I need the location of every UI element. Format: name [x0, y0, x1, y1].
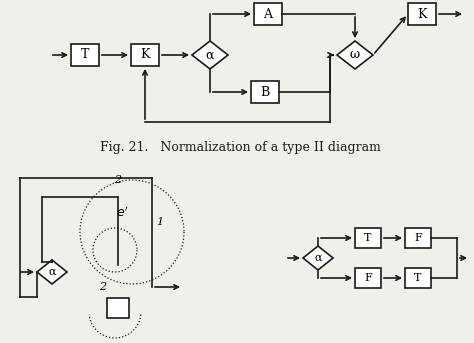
Text: B: B	[260, 85, 270, 98]
Text: K: K	[140, 48, 150, 61]
FancyBboxPatch shape	[254, 3, 282, 25]
FancyBboxPatch shape	[405, 268, 431, 288]
Polygon shape	[337, 41, 373, 69]
Text: F: F	[414, 233, 422, 243]
Text: α: α	[314, 253, 322, 263]
Polygon shape	[192, 41, 228, 69]
Polygon shape	[303, 246, 333, 270]
Text: K: K	[417, 8, 427, 21]
Text: 2: 2	[100, 282, 107, 292]
Text: T: T	[414, 273, 422, 283]
FancyBboxPatch shape	[408, 3, 436, 25]
Text: A: A	[264, 8, 273, 21]
FancyBboxPatch shape	[71, 44, 99, 66]
Text: T: T	[365, 233, 372, 243]
FancyBboxPatch shape	[405, 228, 431, 248]
FancyBboxPatch shape	[355, 228, 381, 248]
Text: α: α	[48, 267, 56, 277]
Text: F: F	[364, 273, 372, 283]
Text: $e'$: $e'$	[116, 206, 128, 220]
FancyBboxPatch shape	[355, 268, 381, 288]
FancyBboxPatch shape	[131, 44, 159, 66]
Text: ω: ω	[350, 48, 360, 61]
Text: 2: 2	[114, 175, 121, 185]
FancyBboxPatch shape	[251, 81, 279, 103]
Polygon shape	[37, 260, 67, 284]
Text: T: T	[81, 48, 89, 61]
FancyBboxPatch shape	[107, 298, 129, 318]
Text: Fig. 21.   Normalization of a type II diagram: Fig. 21. Normalization of a type II diag…	[100, 142, 381, 154]
Text: 1: 1	[156, 217, 164, 227]
Text: α: α	[206, 48, 214, 61]
